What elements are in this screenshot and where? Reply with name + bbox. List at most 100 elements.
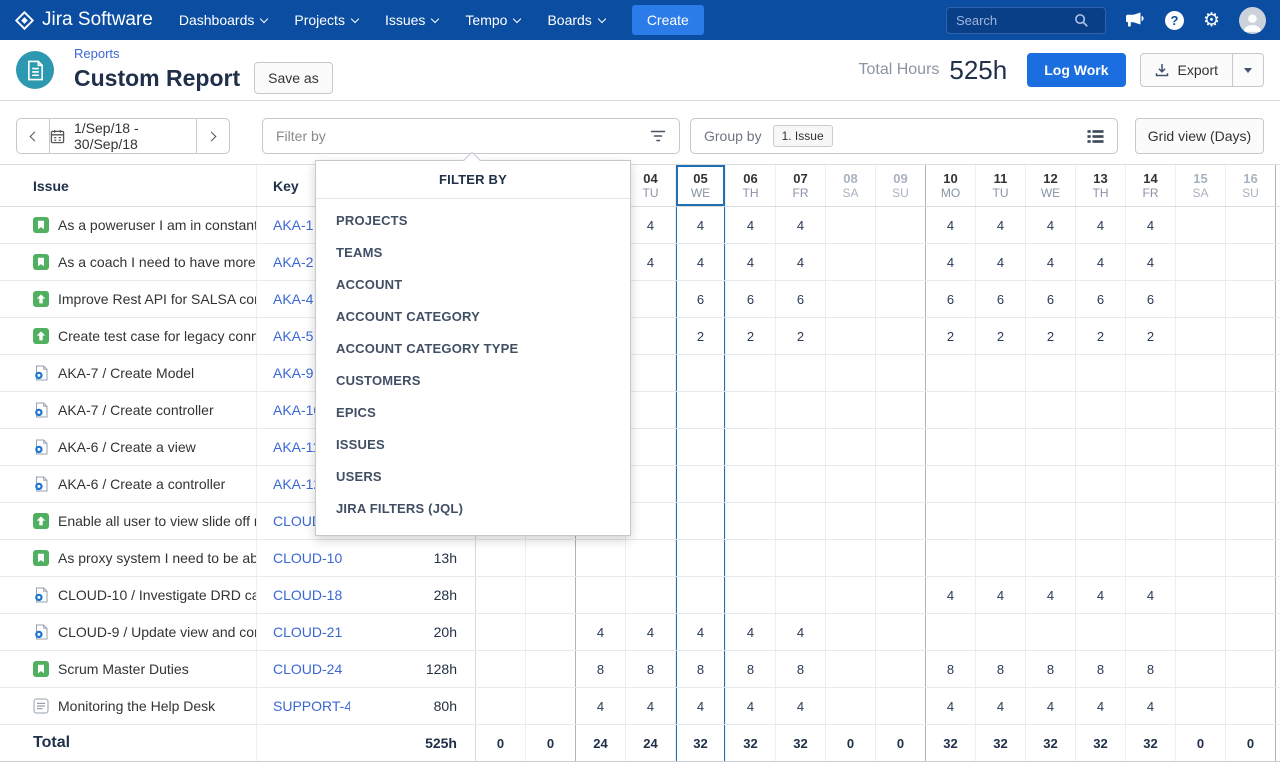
time-cell[interactable]: 4: [726, 244, 776, 280]
time-cell[interactable]: [926, 503, 976, 539]
log-work-button[interactable]: Log Work: [1027, 53, 1126, 87]
time-cell[interactable]: [876, 540, 926, 576]
filter-option-account-category[interactable]: ACCOUNT CATEGORY: [336, 309, 481, 324]
time-cell[interactable]: [1226, 614, 1276, 650]
time-cell[interactable]: [1026, 503, 1076, 539]
time-cell[interactable]: [726, 540, 776, 576]
time-cell[interactable]: [676, 466, 726, 502]
time-cell[interactable]: [626, 281, 676, 317]
time-cell[interactable]: 4: [626, 614, 676, 650]
time-cell[interactable]: [1076, 503, 1126, 539]
time-cell[interactable]: [1226, 503, 1276, 539]
group-by-chip[interactable]: 1. Issue: [772, 125, 833, 147]
time-cell[interactable]: [476, 577, 526, 613]
group-by-control[interactable]: Group by 1. Issue: [690, 118, 1118, 154]
time-cell[interactable]: 4: [576, 688, 626, 724]
time-cell[interactable]: [576, 540, 626, 576]
time-cell[interactable]: 4: [776, 207, 826, 243]
time-cell[interactable]: [876, 392, 926, 428]
time-cell[interactable]: [1126, 614, 1176, 650]
time-cell[interactable]: [1026, 392, 1076, 428]
time-cell[interactable]: 2: [976, 318, 1026, 354]
time-cell[interactable]: [926, 429, 976, 465]
time-cell[interactable]: [1176, 244, 1226, 280]
time-cell[interactable]: [876, 503, 926, 539]
time-cell[interactable]: [926, 466, 976, 502]
time-cell[interactable]: [776, 503, 826, 539]
time-cell[interactable]: [1176, 466, 1226, 502]
time-cell[interactable]: [926, 614, 976, 650]
time-cell[interactable]: [776, 355, 826, 391]
time-cell[interactable]: 4: [976, 244, 1026, 280]
breadcrumb-reports[interactable]: Reports: [74, 46, 120, 61]
search-box[interactable]: [945, 6, 1106, 34]
filter-option-jira-filters-jql-[interactable]: JIRA FILTERS (JQL): [336, 501, 464, 516]
time-cell[interactable]: [1026, 540, 1076, 576]
time-cell[interactable]: [876, 318, 926, 354]
time-cell[interactable]: [1076, 392, 1126, 428]
time-cell[interactable]: [1226, 577, 1276, 613]
time-cell[interactable]: 4: [976, 688, 1026, 724]
time-cell[interactable]: 8: [1026, 651, 1076, 687]
issue-key-link[interactable]: CLOUD-24: [273, 661, 343, 677]
time-cell[interactable]: 6: [776, 281, 826, 317]
time-cell[interactable]: [1176, 540, 1226, 576]
time-cell[interactable]: [826, 355, 876, 391]
time-cell[interactable]: 4: [1026, 577, 1076, 613]
time-cell[interactable]: [826, 540, 876, 576]
time-cell[interactable]: [676, 540, 726, 576]
time-cell[interactable]: [526, 540, 576, 576]
time-cell[interactable]: 6: [676, 281, 726, 317]
time-cell[interactable]: 2: [726, 318, 776, 354]
time-cell[interactable]: 4: [576, 614, 626, 650]
time-cell[interactable]: [976, 429, 1026, 465]
time-cell[interactable]: 4: [1076, 244, 1126, 280]
time-cell[interactable]: [626, 429, 676, 465]
time-cell[interactable]: [1126, 540, 1176, 576]
time-cell[interactable]: 8: [776, 651, 826, 687]
time-cell[interactable]: [626, 318, 676, 354]
time-cell[interactable]: 2: [676, 318, 726, 354]
time-cell[interactable]: [776, 392, 826, 428]
time-cell[interactable]: [776, 540, 826, 576]
next-period-button[interactable]: [197, 119, 229, 153]
time-cell[interactable]: [826, 651, 876, 687]
time-cell[interactable]: [676, 429, 726, 465]
time-cell[interactable]: 8: [676, 651, 726, 687]
time-cell[interactable]: [1226, 207, 1276, 243]
time-cell[interactable]: [476, 540, 526, 576]
time-cell[interactable]: [1226, 466, 1276, 502]
export-button[interactable]: Export: [1139, 53, 1233, 87]
time-cell[interactable]: [776, 429, 826, 465]
time-cell[interactable]: [1076, 614, 1126, 650]
time-cell[interactable]: 2: [1026, 318, 1076, 354]
help-icon[interactable]: ?: [1164, 10, 1184, 30]
time-cell[interactable]: 4: [626, 207, 676, 243]
time-cell[interactable]: 4: [926, 688, 976, 724]
time-cell[interactable]: [1026, 429, 1076, 465]
time-cell[interactable]: 4: [976, 207, 1026, 243]
time-cell[interactable]: [1226, 540, 1276, 576]
export-options-button[interactable]: [1233, 53, 1264, 87]
time-cell[interactable]: [476, 651, 526, 687]
time-cell[interactable]: 6: [1026, 281, 1076, 317]
time-cell[interactable]: 4: [726, 614, 776, 650]
time-cell[interactable]: [1176, 429, 1226, 465]
time-cell[interactable]: [826, 577, 876, 613]
time-cell[interactable]: 4: [676, 207, 726, 243]
time-cell[interactable]: 4: [1076, 577, 1126, 613]
time-cell[interactable]: [826, 392, 876, 428]
time-cell[interactable]: [1226, 392, 1276, 428]
issue-key-link[interactable]: AKA-12: [273, 476, 322, 492]
time-cell[interactable]: 4: [1076, 688, 1126, 724]
time-cell[interactable]: [1126, 392, 1176, 428]
time-cell[interactable]: [926, 540, 976, 576]
time-cell[interactable]: 4: [926, 207, 976, 243]
time-cell[interactable]: [826, 244, 876, 280]
settings-gear-icon[interactable]: ⚙: [1202, 8, 1220, 31]
time-cell[interactable]: [1026, 355, 1076, 391]
time-cell[interactable]: 8: [1076, 651, 1126, 687]
time-cell[interactable]: [1076, 466, 1126, 502]
time-cell[interactable]: [676, 503, 726, 539]
time-cell[interactable]: [976, 355, 1026, 391]
